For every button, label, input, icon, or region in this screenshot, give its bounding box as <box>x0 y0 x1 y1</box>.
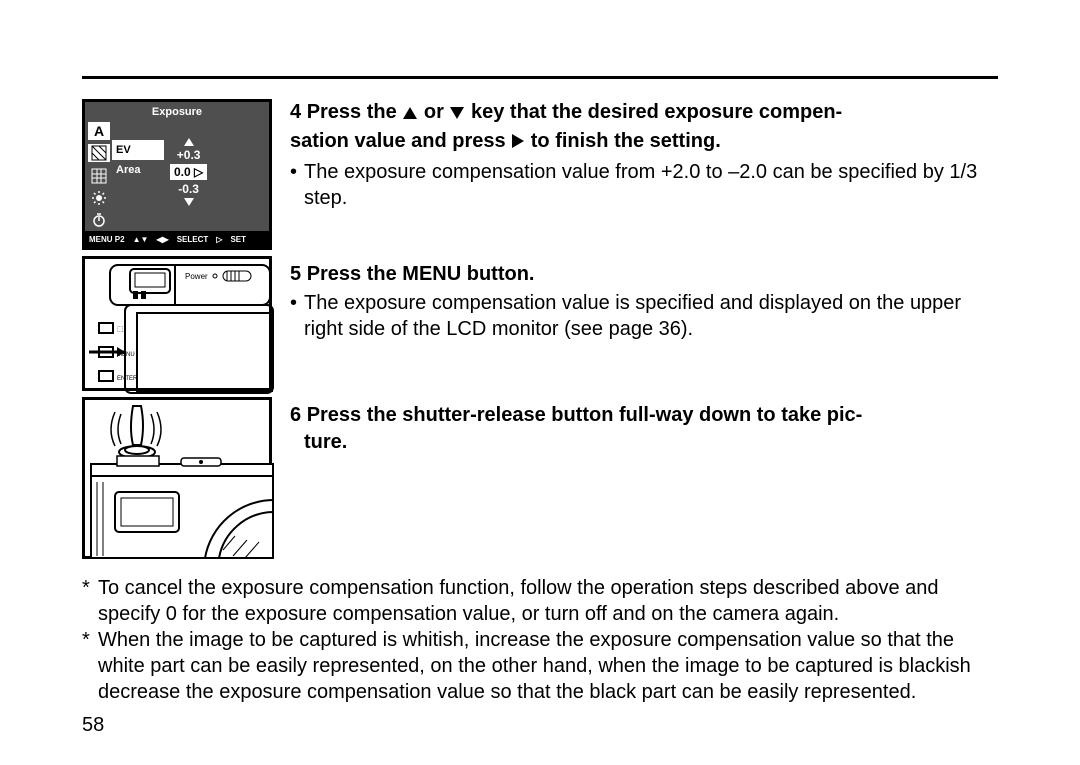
step-4: 4 Press the or key that the desired expo… <box>290 99 998 211</box>
lcd-value-selected: 0.0 ▷ <box>170 164 207 180</box>
lcd-bottom-bar: MENU P2 ▲▼◀▶ SELECT ▷SET <box>85 231 269 247</box>
manual-page: Exposure A EV Area +0.3 0.0 ▷ -0.3 <box>82 76 998 705</box>
up-triangle-icon <box>402 101 418 128</box>
step5-bullet: The exposure compensation value is speci… <box>304 290 998 342</box>
step-number: 6 <box>290 404 301 426</box>
brightness-icon <box>88 189 110 207</box>
asterisk-icon: * <box>82 575 98 627</box>
lcd-value-up: +0.3 <box>177 148 201 162</box>
step-number: 4 <box>290 101 301 123</box>
down-arrow-icon <box>184 198 194 206</box>
svg-text:Power: Power <box>185 272 208 281</box>
area-icon <box>88 166 110 184</box>
figure-camera-top <box>82 397 272 559</box>
figure-column: Exposure A EV Area +0.3 0.0 ▷ -0.3 <box>82 99 272 559</box>
lcd-row-ev: EV <box>112 140 164 160</box>
down-triangle-icon <box>449 101 465 128</box>
ev-icon <box>88 144 110 162</box>
svg-text:⬚: ⬚ <box>117 326 124 333</box>
step-6: 6 Press the shutter-release button full-… <box>290 402 998 456</box>
svg-text:ENTER: ENTER <box>117 376 138 382</box>
mode-icon: A <box>88 122 110 140</box>
right-triangle-icon <box>511 130 525 157</box>
note-2: When the image to be captured is whitish… <box>98 627 998 705</box>
step-number: 5 <box>290 263 301 285</box>
footnotes: * To cancel the exposure compensation fu… <box>82 575 998 705</box>
lcd-row-area: Area <box>112 160 164 180</box>
bullet-icon: • <box>290 290 304 342</box>
note-1: To cancel the exposure compensation func… <box>98 575 998 627</box>
page-number: 58 <box>82 714 104 737</box>
step4-bullet: The exposure compensation value from +2.… <box>304 159 998 211</box>
lcd-exposure-menu: Exposure A EV Area +0.3 0.0 ▷ -0.3 <box>82 99 272 250</box>
lcd-title: Exposure <box>85 106 269 118</box>
lcd-value-down: -0.3 <box>178 182 199 196</box>
step-5: 5 Press the MENU button. • The exposure … <box>290 261 998 342</box>
timer-icon <box>88 211 110 229</box>
figure-camera-back: Power ⬚ MENU ENTER <box>82 256 272 391</box>
asterisk-icon: * <box>82 627 98 705</box>
instruction-column: 4 Press the or key that the desired expo… <box>290 99 998 559</box>
up-arrow-icon <box>184 138 194 146</box>
bullet-icon: • <box>290 159 304 211</box>
